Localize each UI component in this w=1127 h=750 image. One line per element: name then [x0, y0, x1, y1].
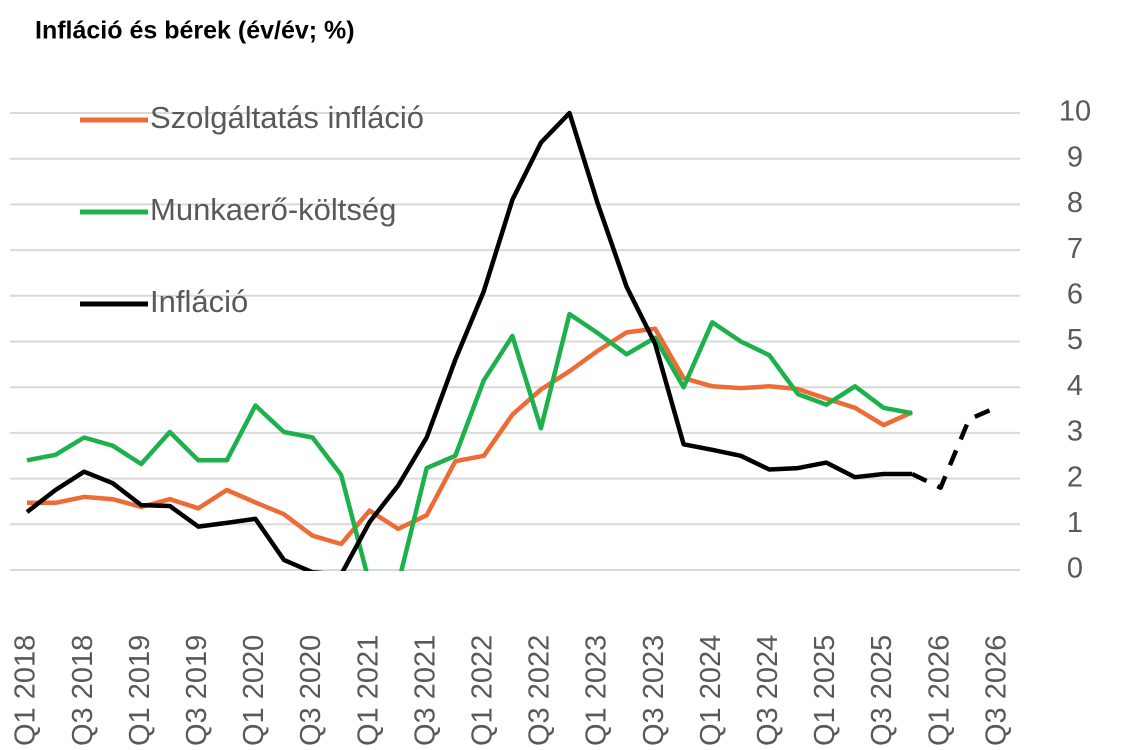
x-tick-label: Q3 2020 — [295, 635, 327, 746]
y-tick-label: 8 — [1067, 187, 1083, 219]
legend-label: Munkaerő-költség — [150, 192, 396, 227]
x-tick-label: Q1 2018 — [10, 635, 42, 746]
x-tick-label: Q1 2024 — [695, 635, 727, 746]
x-tick-label: Q1 2019 — [124, 635, 156, 746]
y-tick-label: 7 — [1067, 233, 1083, 265]
x-tick-label: Q3 2023 — [638, 635, 670, 746]
x-tick-label: Q3 2022 — [524, 635, 556, 746]
chart-title: Infláció és bérek (év/év; %) — [35, 17, 355, 45]
x-tick-label: Q3 2026 — [980, 635, 1012, 746]
x-tick-label: Q1 2025 — [809, 635, 841, 746]
series-line — [26, 311, 913, 571]
x-tick-label: Q1 2020 — [238, 635, 270, 746]
y-tick-label: 10 — [1059, 96, 1091, 128]
x-tick-label: Q3 2024 — [752, 635, 784, 746]
x-tick-label: Q1 2023 — [581, 635, 613, 746]
y-tick-label: 5 — [1067, 324, 1083, 356]
y-tick-label: 9 — [1067, 141, 1083, 173]
series-line — [25, 110, 913, 571]
y-tick-label: 2 — [1067, 461, 1083, 493]
x-tick-label: Q3 2018 — [67, 635, 99, 746]
y-tick-label: 3 — [1067, 416, 1083, 448]
series-line — [27, 326, 914, 547]
x-tick-label: Q1 2022 — [466, 635, 498, 746]
x-tick-label: Q3 2019 — [181, 635, 213, 746]
legend-label: Infláció — [150, 284, 248, 319]
y-tick-label: 6 — [1067, 278, 1083, 310]
legend-label: Szolgáltatás infláció — [150, 100, 424, 135]
x-tick-label: Q1 2026 — [923, 635, 955, 746]
x-tick-label: Q3 2021 — [409, 635, 441, 746]
y-tick-label: 0 — [1067, 553, 1083, 585]
x-tick-label: Q1 2021 — [352, 635, 384, 746]
x-tick-label: Q3 2025 — [866, 635, 898, 746]
y-tick-label: 1 — [1067, 507, 1083, 539]
plot-area — [25, 110, 999, 571]
y-tick-label: 4 — [1067, 370, 1083, 402]
series-line — [911, 404, 999, 490]
